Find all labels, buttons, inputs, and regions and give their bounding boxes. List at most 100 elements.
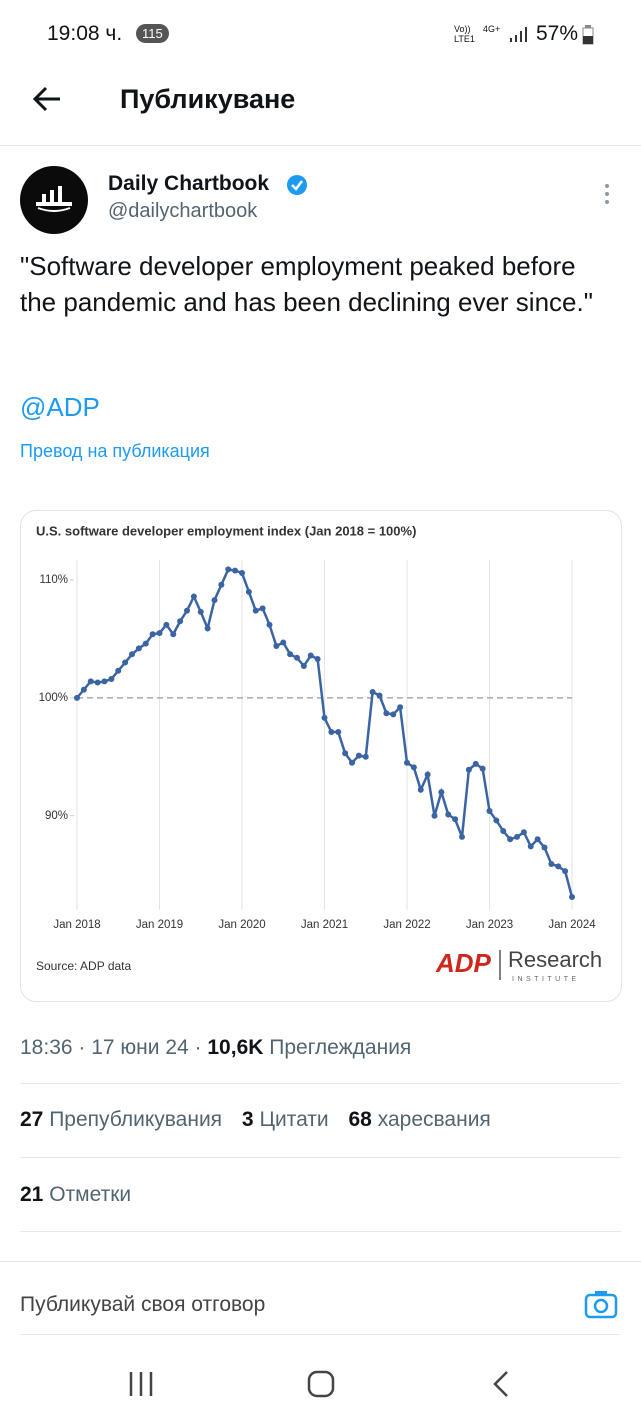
data-point — [355, 752, 362, 759]
post-time: 18:36 — [20, 1036, 73, 1059]
divider — [20, 1157, 621, 1158]
data-point — [500, 828, 507, 835]
data-point — [369, 688, 376, 695]
verified-badge — [287, 175, 307, 195]
data-point — [74, 694, 80, 701]
data-point — [390, 711, 397, 718]
data-point — [459, 833, 465, 840]
data-point — [342, 750, 349, 757]
data-point — [479, 765, 486, 772]
data-point — [80, 686, 87, 693]
back-button[interactable] — [30, 84, 64, 114]
divider — [0, 145, 641, 146]
data-point — [452, 816, 459, 823]
translate-link[interactable]: Превод на публикация — [20, 441, 210, 461]
data-point — [266, 621, 273, 628]
divider — [20, 1334, 620, 1335]
chart-title: U.S. software developer employment index… — [36, 523, 416, 538]
bookmark-count: 21 — [20, 1183, 44, 1206]
chart: U.S. software developer employment index… — [36, 523, 602, 982]
data-point — [108, 676, 115, 683]
repost-label[interactable]: Препубликувания — [49, 1108, 223, 1131]
data-point — [417, 786, 424, 793]
data-point — [541, 844, 548, 851]
x-tick-label: Jan 2022 — [383, 919, 430, 931]
data-point — [129, 651, 135, 658]
post-text: "Software developer employment peaked be… — [20, 251, 593, 317]
stats-row: 27 Препубликувания 3 Цитати 68 харесвани… — [20, 1108, 491, 1132]
x-tick-label: Jan 2018 — [53, 919, 100, 931]
data-point — [307, 652, 314, 659]
views-label: Преглеждания — [269, 1036, 412, 1059]
divider — [0, 1261, 641, 1262]
data-point — [465, 766, 472, 773]
data-point — [472, 760, 479, 767]
data-point — [569, 894, 575, 901]
like-count: 68 — [348, 1108, 372, 1131]
camera-button[interactable] — [584, 1289, 618, 1319]
bookmark-label[interactable]: Отметки — [49, 1183, 132, 1206]
data-point — [410, 764, 417, 771]
data-point — [376, 692, 383, 699]
data-point — [232, 567, 239, 574]
data-point — [493, 817, 500, 824]
repost-count: 27 — [20, 1108, 44, 1131]
data-point — [163, 621, 170, 628]
data-point — [273, 643, 280, 650]
author-name[interactable]: Daily Chartbook — [108, 172, 270, 195]
data-point — [204, 625, 211, 632]
like-label[interactable]: харесвания — [377, 1108, 491, 1131]
data-point — [135, 645, 142, 652]
data-point — [397, 704, 404, 711]
data-point — [115, 667, 122, 674]
data-point — [507, 836, 514, 843]
logo-name: Research — [508, 947, 602, 972]
data-point — [445, 811, 452, 818]
data-point — [156, 630, 163, 637]
data-point — [170, 631, 177, 638]
data-point — [335, 729, 342, 736]
mention[interactable]: @ADP — [20, 392, 100, 422]
data-point — [101, 678, 108, 685]
data-point — [184, 607, 190, 614]
data-point — [404, 759, 410, 766]
avatar[interactable] — [20, 166, 88, 234]
chart-card[interactable] — [20, 510, 622, 1002]
nav-bar — [129, 1370, 508, 1398]
back-nav-button[interactable] — [493, 1371, 508, 1397]
chart-source: Source: ADP data — [36, 959, 132, 973]
status-time: 19:08 ч. — [47, 22, 123, 45]
y-tick-label: 90% — [45, 810, 68, 822]
data-point — [548, 861, 555, 868]
data-point — [287, 651, 294, 658]
divider — [20, 1231, 621, 1232]
quote-label[interactable]: Цитати — [259, 1108, 329, 1131]
reply-input[interactable]: Публикувай своя отговор — [20, 1293, 266, 1316]
data-point — [514, 833, 520, 840]
x-tick-label: Jan 2021 — [301, 919, 348, 931]
data-point — [294, 654, 300, 661]
data-point — [122, 659, 129, 666]
data-point — [225, 566, 232, 573]
data-point — [328, 729, 335, 736]
more-button[interactable] — [603, 182, 611, 206]
battery-percent: 57% — [536, 22, 579, 45]
battery-icon — [582, 25, 594, 45]
logo-brand: ADP — [435, 948, 492, 978]
data-point — [94, 679, 101, 686]
data-point — [362, 753, 369, 760]
divider — [20, 1083, 621, 1084]
data-point — [218, 581, 225, 588]
data-point — [87, 678, 94, 685]
header-title: Публикуване — [120, 84, 296, 114]
data-point — [562, 868, 569, 875]
bookmarks-row: 21 Отметки — [20, 1183, 131, 1207]
data-point — [486, 808, 493, 815]
home-button[interactable] — [307, 1370, 335, 1398]
data-point — [555, 863, 562, 870]
author-handle[interactable]: @dailychartbook — [108, 200, 258, 222]
data-point — [349, 759, 355, 766]
post-date: 17 юни 24 — [91, 1036, 189, 1059]
data-point — [211, 597, 218, 604]
recent-apps-button[interactable] — [129, 1372, 153, 1396]
